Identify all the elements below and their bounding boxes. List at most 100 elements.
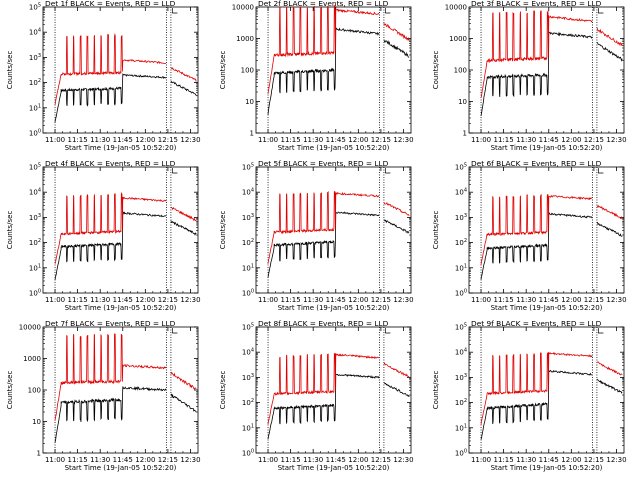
lld-series-line [54,33,167,106]
events-decay-line [170,220,197,236]
x-tick-label: 11:00 [45,456,65,464]
x-tick-label: 12:00 [348,136,368,144]
chart-title: Det 6f BLACK = Events, RED = LLD [471,160,602,168]
y-tick-label: 100 [28,387,41,395]
y-tick-label: 1000 [236,35,254,43]
x-tick-label: 11:00 [471,136,491,144]
gap-bracket [598,8,604,14]
y-axis-label: Counts/sec [432,371,440,410]
y-tick-label: 101 [29,263,41,272]
events-decay-line [596,378,623,394]
x-tick-label: 12:30 [606,456,626,464]
y-tick-label: 103 [29,213,41,222]
chart-panel: Det 1f BLACK = Events, RED = LLD10010110… [6,0,201,152]
x-tick-label: 12:15 [158,136,178,144]
x-tick-label: 12:15 [158,296,178,304]
x-tick-label: 12:15 [371,456,391,464]
y-tick-label: 105 [455,163,467,172]
y-tick-exponent: 0 [38,129,41,135]
y-tick-label: 103 [242,373,254,382]
y-tick-exponent: 2 [38,238,41,244]
plot-frame [42,166,199,294]
y-tick-exponent: 5 [38,3,41,9]
events-series-line [480,212,593,280]
chart-panel: Det 6f BLACK = Events, RED = LLD10010110… [432,160,627,312]
y-tick-label: 104 [242,348,254,357]
x-axis-label: Start Time (19-Jan-05 10:52:20) [278,144,390,152]
gap-bracket [385,8,391,14]
y-axis-label: Counts/sec [432,211,440,250]
events-decay-line [383,382,410,397]
events-series-line [480,369,593,440]
y-tick-exponent: 1 [251,423,254,429]
chart-title: Det 3f BLACK = Events, RED = LLD [471,0,602,8]
y-tick-label: 104 [29,28,41,37]
lld-decay-line [383,22,410,42]
x-tick-label: 11:30 [516,136,536,144]
y-axis-label: Counts/sec [219,211,227,250]
y-tick-label: 100 [242,449,254,458]
x-tick-label: 12:30 [393,136,413,144]
x-tick-label: 12:30 [180,456,200,464]
chart-panel: Det 4f BLACK = Events, RED = LLD10010110… [6,160,201,312]
x-tick-label: 12:30 [393,456,413,464]
chart-panel: Det 7f BLACK = Events, RED = LLD 1 10 100 10… [6,320,201,472]
events-decay-line [170,80,197,96]
y-tick-label: 102 [455,398,467,407]
x-tick-label: 11:15 [494,296,514,304]
y-tick-exponent: 0 [38,289,41,295]
events-series-line [267,211,380,278]
x-tick-label: 12:15 [584,136,604,144]
y-tick-label: 10 [32,418,41,426]
x-tick-label: 11:15 [494,456,514,464]
x-tick-label: 11:30 [516,296,536,304]
y-tick-label: 102 [242,238,254,247]
lld-decay-line [596,204,623,220]
y-tick-exponent: 4 [464,188,467,194]
y-tick-exponent: 5 [464,323,467,329]
lld-decay-line [170,67,197,82]
x-tick-label: 12:15 [584,456,604,464]
x-axis-label: Start Time (19-Jan-05 10:52:20) [278,304,390,312]
x-axis-label: Start Time (19-Jan-05 10:52:20) [65,464,177,472]
y-axis-label: Counts/sec [6,51,14,90]
chart-title: Det 9f BLACK = Events, RED = LLD [471,320,602,328]
y-tick-label: 10000 [19,324,41,332]
y-tick-label: 1000 [449,35,467,43]
x-tick-label: 11:15 [68,296,88,304]
plot-frame [255,326,412,454]
y-tick-exponent: 3 [38,213,41,219]
x-tick-label: 11:30 [516,456,536,464]
y-tick-label: 101 [29,103,41,112]
y-tick-label: 101 [242,263,254,272]
y-tick-label: 104 [455,348,467,357]
x-tick-label: 11:45 [326,136,346,144]
events-series-line [54,386,167,443]
y-axis-label: Counts/sec [6,371,14,410]
x-tick-label: 11:30 [90,296,110,304]
chart-panel: Det 3f BLACK = Events, RED = LLD 1 10 100 10… [432,0,627,152]
y-tick-exponent: 1 [251,263,254,269]
events-decay-line [170,393,197,413]
y-tick-exponent: 2 [251,398,254,404]
y-tick-label: 100 [29,289,41,298]
x-tick-label: 11:15 [494,136,514,144]
x-tick-label: 12:00 [348,456,368,464]
y-tick-exponent: 1 [38,103,41,109]
chart-panel: Det 5f BLACK = Events, RED = LLD10010110… [219,160,414,312]
chart-title: Det 7f BLACK = Events, RED = LLD [45,320,176,328]
y-tick-exponent: 2 [464,398,467,404]
y-tick-label: 10 [458,98,467,106]
chart-title: Det 1f BLACK = Events, RED = LLD [45,0,176,8]
y-tick-exponent: 1 [464,423,467,429]
y-tick-exponent: 4 [38,28,41,34]
x-tick-label: 12:30 [393,296,413,304]
y-tick-label: 10 [245,98,254,106]
y-tick-exponent: 0 [251,449,254,455]
x-tick-label: 12:15 [158,456,178,464]
y-axis-label: Counts/sec [219,51,227,90]
y-tick-exponent: 1 [38,263,41,269]
y-tick-exponent: 1 [464,263,467,269]
lld-decay-line [383,201,410,216]
x-tick-label: 12:15 [584,296,604,304]
